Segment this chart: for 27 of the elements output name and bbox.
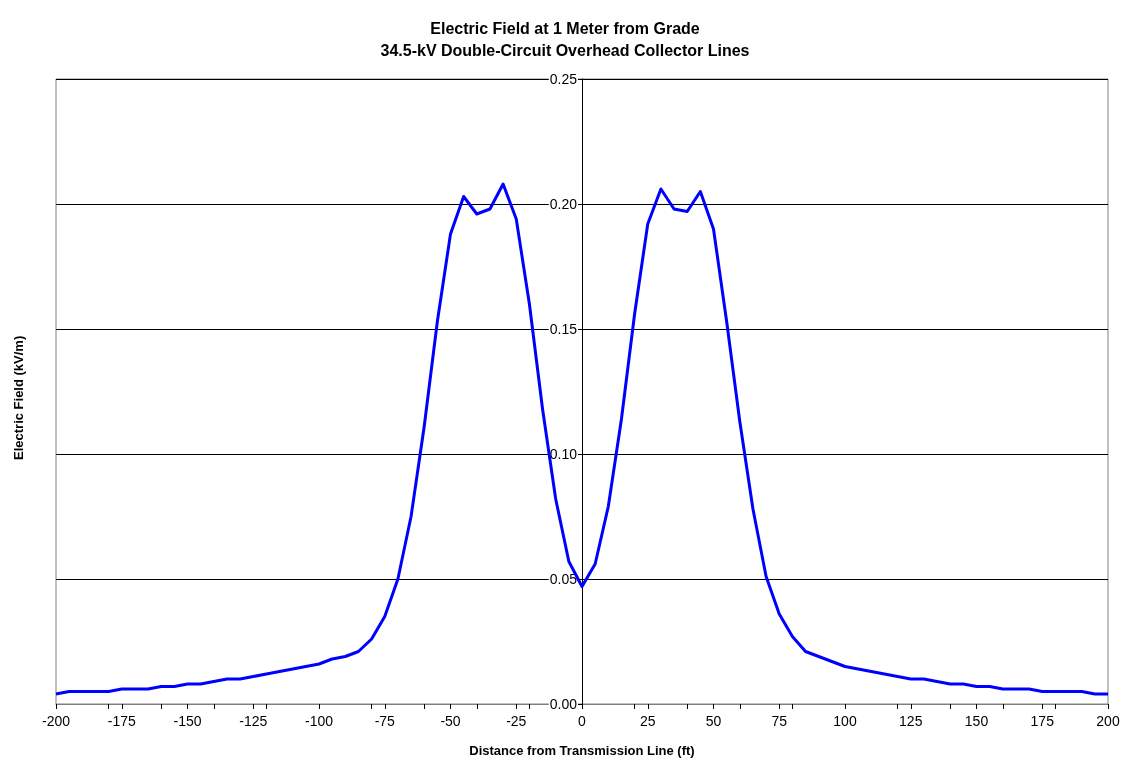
x-tick-label: -25 xyxy=(506,713,527,729)
x-tick-label: 150 xyxy=(964,713,989,729)
y-tick-label: 0.05 xyxy=(549,571,578,587)
y-tick-label: 0.25 xyxy=(549,71,578,87)
x-tick-label: -175 xyxy=(107,713,136,729)
x-tick-label: -125 xyxy=(239,713,268,729)
x-tick-label: 125 xyxy=(899,713,923,729)
x-tick-label: 75 xyxy=(771,713,788,729)
x-tick-label: 25 xyxy=(639,713,656,729)
x-tick-label: 200 xyxy=(1096,713,1120,729)
x-tick-label: -50 xyxy=(440,713,461,729)
x-tick-label: 100 xyxy=(833,713,857,729)
y-tick-label: 0.00 xyxy=(549,696,578,712)
x-tick-label: 0 xyxy=(578,713,587,729)
y-axis-title: Electric Field (kV/m) xyxy=(11,335,26,460)
x-tick-label: -200 xyxy=(41,713,71,729)
chart-title: Electric Field at 1 Meter from Grade 34.5-kV Double-Circuit Overhead Collector Lines xyxy=(380,19,750,59)
x-tick-label: -150 xyxy=(173,713,202,729)
y-tick-label: 0.20 xyxy=(549,196,578,212)
x-tick-label: 175 xyxy=(1030,713,1055,729)
x-tick-label: -100 xyxy=(304,713,334,729)
y-tick-label: 0.15 xyxy=(549,321,578,337)
x-axis-title: Distance from Transmission Line (ft) xyxy=(469,743,695,758)
x-tick-label: -75 xyxy=(374,713,396,729)
x-tick-label: 50 xyxy=(705,713,722,729)
y-tick-label: 0.10 xyxy=(549,446,578,462)
line-series xyxy=(54,182,1110,696)
